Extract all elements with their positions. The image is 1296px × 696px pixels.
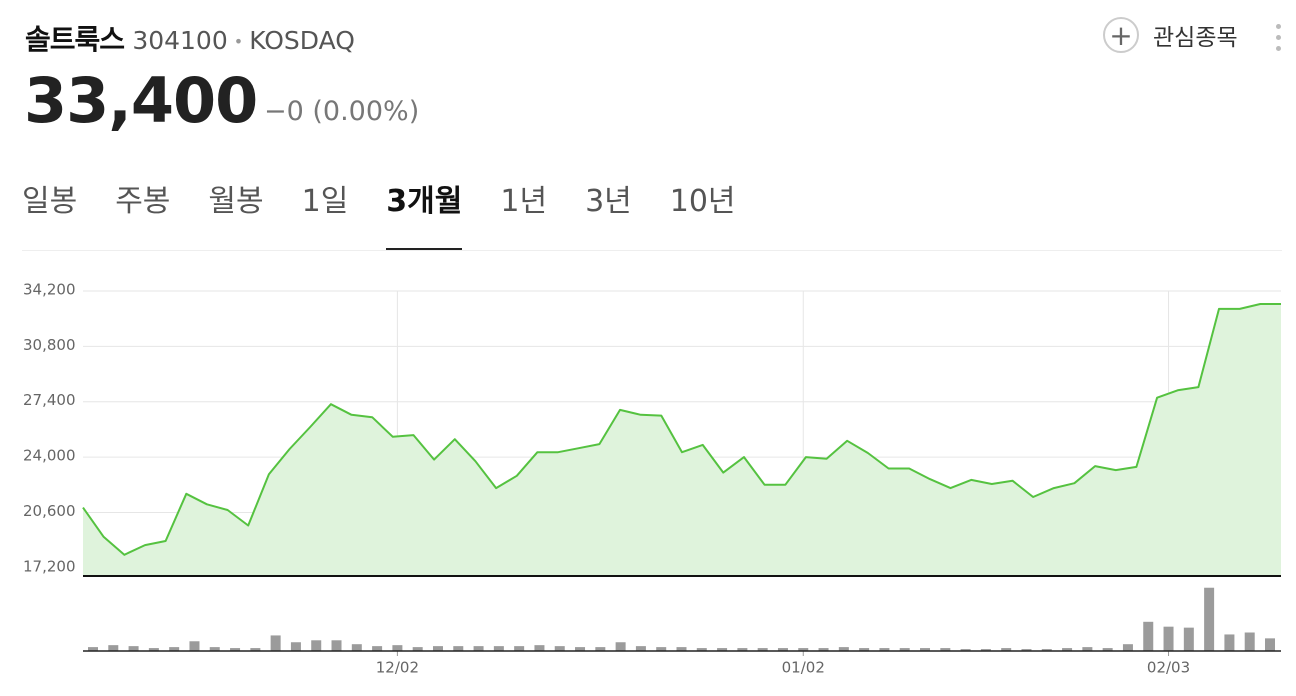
price: 33,400 [24, 64, 258, 137]
volume-bar [575, 647, 586, 651]
x-tick-label: 12/02 [376, 659, 419, 677]
volume-bar [595, 647, 606, 651]
volume-bar [453, 646, 464, 651]
volume-bar [879, 648, 890, 651]
y-tick-label: 20,600 [23, 502, 76, 520]
volume-bar [209, 647, 220, 651]
volume-bar [838, 647, 849, 651]
volume-bar [230, 648, 241, 651]
price-change: −0 (0.00%) [264, 96, 420, 127]
volume-bar [351, 644, 362, 651]
y-tick-label: 24,000 [23, 447, 76, 465]
period-tabs: 일봉 주봉 월봉 1일 3개월 1년 3년 10년 [22, 176, 774, 251]
period-tab[interactable]: 1일 [301, 184, 349, 219]
volume-bar [169, 647, 180, 651]
market: KOSDAQ [249, 26, 355, 55]
volume-bar [412, 647, 423, 651]
volume-bar [108, 645, 119, 651]
volume-bar [676, 647, 687, 651]
period-tab[interactable]: 3년 [585, 184, 632, 219]
watch-button[interactable]: + 관심종목 [1103, 17, 1238, 53]
volume-bar [960, 649, 971, 651]
volume-bar [980, 649, 991, 651]
volume-bar [1163, 626, 1174, 651]
plus-icon: + [1103, 17, 1139, 53]
volume-bar [777, 648, 788, 651]
volume-bar [88, 647, 98, 651]
volume-bar [1244, 632, 1255, 651]
volume-bar [432, 646, 443, 651]
volume-bar [737, 648, 748, 651]
volume-bar [189, 641, 200, 651]
watch-label: 관심종목 [1153, 25, 1238, 51]
volume-bar [473, 646, 484, 651]
volume-bar [899, 648, 910, 651]
volume-bar [1062, 648, 1073, 651]
volume-bar [128, 646, 139, 651]
period-tab[interactable]: 3개월 [386, 176, 463, 251]
volume-bar [331, 640, 342, 651]
volume-bar [1143, 621, 1154, 651]
volume-bar [392, 645, 403, 651]
stock-name: 솔트룩스 [25, 23, 125, 56]
more-menu[interactable] [1276, 24, 1282, 57]
volume-bar [635, 646, 646, 651]
volume-bar [554, 646, 565, 651]
volume-bar [818, 648, 829, 651]
volume-bar [148, 648, 159, 651]
tab-divider [22, 250, 1282, 251]
period-tab[interactable]: 주봉 [115, 184, 171, 219]
y-tick-label: 17,200 [23, 557, 76, 575]
y-tick-label: 34,200 [23, 281, 76, 299]
separator: • [233, 32, 244, 51]
period-tab[interactable]: 월봉 [208, 184, 264, 219]
period-tab[interactable]: 10년 [669, 184, 736, 219]
y-tick-label: 30,800 [23, 336, 76, 354]
volume-bar [1041, 649, 1052, 651]
volume-bar [493, 646, 504, 651]
volume-bar [615, 642, 626, 651]
y-tick-label: 27,400 [23, 391, 76, 409]
volume-bar [1001, 648, 1012, 651]
volume-bar [1122, 644, 1133, 651]
volume-bar [920, 648, 931, 651]
volume-bar [311, 640, 322, 651]
x-tick-label: 01/02 [782, 659, 825, 677]
volume-bar [270, 635, 281, 651]
area-fill [83, 304, 1281, 576]
volume-bar [250, 648, 261, 651]
volume-bar [1082, 647, 1093, 651]
volume-bar [940, 648, 951, 651]
x-tick-label: 02/03 [1147, 659, 1190, 677]
volume-bar [1224, 634, 1235, 651]
period-tab[interactable]: 일봉 [22, 184, 78, 219]
volume-bar [372, 646, 383, 651]
volume-bar [1102, 648, 1113, 651]
volume-bar [1021, 649, 1032, 651]
period-tab[interactable]: 1년 [500, 184, 548, 219]
volume-bar [717, 648, 728, 651]
volume-bar [798, 648, 809, 651]
volume-bar [534, 645, 545, 651]
stock-header: 솔트룩스 304100 • KOSDAQ [25, 18, 355, 58]
stock-code: 304100 [132, 26, 228, 55]
volume-bar [1204, 587, 1215, 651]
price-line [82, 303, 1281, 556]
volume-bar [514, 646, 525, 651]
volume-bar [696, 648, 707, 651]
volume-bar [757, 648, 768, 651]
volume-bar [1265, 638, 1275, 651]
volume-bar [1183, 627, 1194, 651]
volume-bar [290, 642, 301, 651]
volume-bar [656, 647, 667, 651]
volume-bar [859, 648, 870, 651]
